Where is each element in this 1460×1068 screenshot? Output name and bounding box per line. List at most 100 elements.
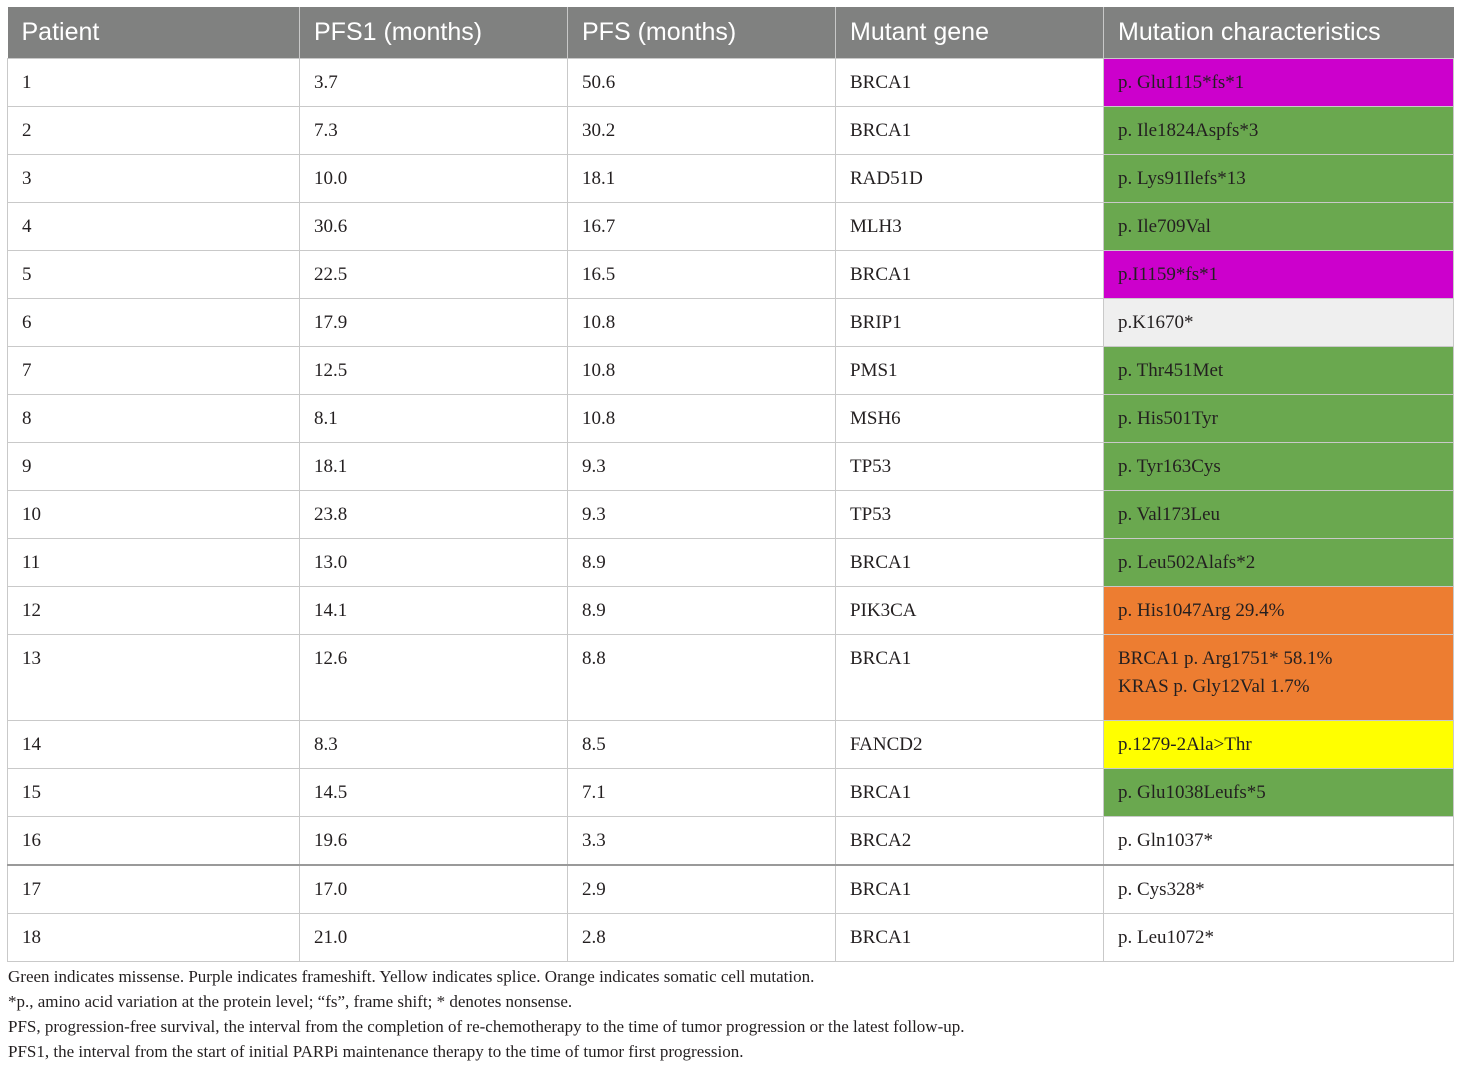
cell-mutation-characteristics: p. Cys328* xyxy=(1103,864,1454,914)
mutation-text: p. Tyr163Cys xyxy=(1118,455,1221,477)
header-pfs1: PFS1 (months) xyxy=(299,7,568,59)
table-row: 6 17.9 10.8 BRIP1 p.K1670* xyxy=(7,298,1454,347)
cell-pfs: 8.9 xyxy=(567,538,836,587)
cell-mutation-characteristics: p. Tyr163Cys xyxy=(1103,442,1454,491)
cell-patient: 3 xyxy=(7,154,300,203)
table-body: 1 3.7 50.6 BRCA1 p. Glu1115*fs*1 2 7.3 30.2 BRCA… xyxy=(7,58,1454,962)
cell-mutant-gene: PIK3CA xyxy=(835,586,1104,635)
cell-pfs: 10.8 xyxy=(567,298,836,347)
cell-mutation-characteristics: p. His1047Arg 29.4% xyxy=(1103,586,1454,635)
mutation-text: p. Thr451Met xyxy=(1118,359,1224,381)
cell-patient: 12 xyxy=(7,586,300,635)
mutation-text: p. Ile709Val xyxy=(1118,215,1211,237)
cell-patient: 14 xyxy=(7,720,300,769)
cell-patient: 17 xyxy=(7,864,300,914)
cell-pfs1: 19.6 xyxy=(299,816,568,866)
cell-pfs: 18.1 xyxy=(567,154,836,203)
cell-pfs: 9.3 xyxy=(567,442,836,491)
cell-mutation-characteristics: p.I1159*fs*1 xyxy=(1103,250,1454,299)
cell-mutation-characteristics: p.K1670* xyxy=(1103,298,1454,347)
cell-mutant-gene: BRCA1 xyxy=(835,250,1104,299)
table-row: 3 10.0 18.1 RAD51D p. Lys91Ilefs*13 xyxy=(7,154,1454,203)
mutation-text: BRCA1 p. Arg1751* 58.1% xyxy=(1118,648,1333,669)
table-row: 1 3.7 50.6 BRCA1 p. Glu1115*fs*1 xyxy=(7,58,1454,107)
cell-pfs: 16.7 xyxy=(567,202,836,251)
cell-pfs: 50.6 xyxy=(567,58,836,107)
cell-pfs: 2.8 xyxy=(567,913,836,962)
table-row: 10 23.8 9.3 TP53 p. Val173Leu xyxy=(7,490,1454,539)
cell-pfs1: 21.0 xyxy=(299,913,568,962)
cell-mutation-characteristics: p.1279-2Ala>Thr xyxy=(1103,720,1454,769)
cell-pfs1: 8.1 xyxy=(299,394,568,443)
cell-mutant-gene: BRCA1 xyxy=(835,58,1104,107)
cell-pfs1: 14.5 xyxy=(299,768,568,817)
cell-patient: 11 xyxy=(7,538,300,587)
cell-mutant-gene: BRIP1 xyxy=(835,298,1104,347)
cell-mutation-characteristics: p. His501Tyr xyxy=(1103,394,1454,443)
mutation-text: p. Gln1037* xyxy=(1118,829,1213,851)
cell-mutant-gene: FANCD2 xyxy=(835,720,1104,769)
table-row: 5 22.5 16.5 BRCA1 p.I1159*fs*1 xyxy=(7,250,1454,299)
header-pfs: PFS (months) xyxy=(567,7,836,59)
cell-mutant-gene: BRCA1 xyxy=(835,913,1104,962)
table-row: 8 8.1 10.8 MSH6 p. His501Tyr xyxy=(7,394,1454,443)
cell-pfs: 10.8 xyxy=(567,346,836,395)
table-row: 12 14.1 8.9 PIK3CA p. His1047Arg 29.4% xyxy=(7,586,1454,635)
mutation-text: p. Leu502Alafs*2 xyxy=(1118,551,1256,573)
cell-patient: 1 xyxy=(7,58,300,107)
mutation-text: p.1279-2Ala>Thr xyxy=(1118,733,1252,755)
mutation-text: p. Lys91Ilefs*13 xyxy=(1118,167,1246,189)
mutation-text: p. Glu1115*fs*1 xyxy=(1118,71,1245,93)
footnote-color-legend: Green indicates missense. Purple indicat… xyxy=(8,967,815,986)
cell-patient: 6 xyxy=(7,298,300,347)
table-header-row: Patient PFS1 (months) PFS (months) Mutan… xyxy=(7,7,1454,59)
cell-patient: 15 xyxy=(7,768,300,817)
cell-pfs1: 8.3 xyxy=(299,720,568,769)
cell-pfs1: 22.5 xyxy=(299,250,568,299)
table-row: 18 21.0 2.8 BRCA1 p. Leu1072* xyxy=(7,913,1454,962)
cell-mutation-characteristics: BRCA1 p. Arg1751* 58.1% KRAS p. Gly12Val … xyxy=(1103,634,1454,721)
cell-pfs1: 18.1 xyxy=(299,442,568,491)
footnote-abbreviations: *p., amino acid variation at the protein… xyxy=(8,992,573,1011)
header-mutant-gene: Mutant gene xyxy=(835,7,1104,59)
cell-pfs1: 17.0 xyxy=(299,864,568,914)
table-row: 14 8.3 8.5 FANCD2 p.1279-2Ala>Thr xyxy=(7,720,1454,769)
cell-pfs1: 3.7 xyxy=(299,58,568,107)
cell-mutant-gene: RAD51D xyxy=(835,154,1104,203)
cell-pfs1: 23.8 xyxy=(299,490,568,539)
table-row: 2 7.3 30.2 BRCA1 p. Ile1824Aspfs*3 xyxy=(7,106,1454,155)
mutation-table: Patient PFS1 (months) PFS (months) Mutan… xyxy=(7,7,1454,962)
cell-mutant-gene: BRCA1 xyxy=(835,538,1104,587)
footnote-pfs-definition: PFS, progression-free survival, the inte… xyxy=(8,1017,965,1036)
cell-mutant-gene: BRCA1 xyxy=(835,864,1104,914)
cell-mutant-gene: MLH3 xyxy=(835,202,1104,251)
table-row: 17 17.0 2.9 BRCA1 p. Cys328* xyxy=(7,864,1454,914)
cell-mutant-gene: BRCA2 xyxy=(835,816,1104,866)
footnote-pfs1-definition: PFS1, the interval from the start of ini… xyxy=(8,1042,744,1061)
mutation-text: p. Glu1038Leufs*5 xyxy=(1118,781,1266,803)
cell-pfs: 8.5 xyxy=(567,720,836,769)
table-row: 15 14.5 7.1 BRCA1 p. Glu1038Leufs*5 xyxy=(7,768,1454,817)
mutation-text: KRAS p. Gly12Val 1.7% xyxy=(1118,676,1310,697)
cell-patient: 10 xyxy=(7,490,300,539)
mutation-text: p.K1670* xyxy=(1118,311,1194,333)
cell-mutant-gene: TP53 xyxy=(835,442,1104,491)
table-row: 7 12.5 10.8 PMS1 p. Thr451Met xyxy=(7,346,1454,395)
mutation-text: p. Val173Leu xyxy=(1118,503,1221,525)
cell-pfs1: 12.5 xyxy=(299,346,568,395)
cell-pfs1: 10.0 xyxy=(299,154,568,203)
table-row: 16 19.6 3.3 BRCA2 p. Gln1037* xyxy=(7,816,1454,866)
mutation-text: p. His501Tyr xyxy=(1118,407,1219,429)
cell-mutant-gene: BRCA1 xyxy=(835,106,1104,155)
cell-pfs: 9.3 xyxy=(567,490,836,539)
cell-pfs1: 14.1 xyxy=(299,586,568,635)
cell-patient: 4 xyxy=(7,202,300,251)
cell-patient: 7 xyxy=(7,346,300,395)
cell-mutation-characteristics: p. Thr451Met xyxy=(1103,346,1454,395)
cell-mutant-gene: BRCA1 xyxy=(835,768,1104,817)
header-mutation-characteristics: Mutation characteristics xyxy=(1103,7,1454,59)
cell-pfs1: 30.6 xyxy=(299,202,568,251)
cell-pfs: 30.2 xyxy=(567,106,836,155)
cell-patient: 9 xyxy=(7,442,300,491)
cell-mutation-characteristics: p. Ile709Val xyxy=(1103,202,1454,251)
